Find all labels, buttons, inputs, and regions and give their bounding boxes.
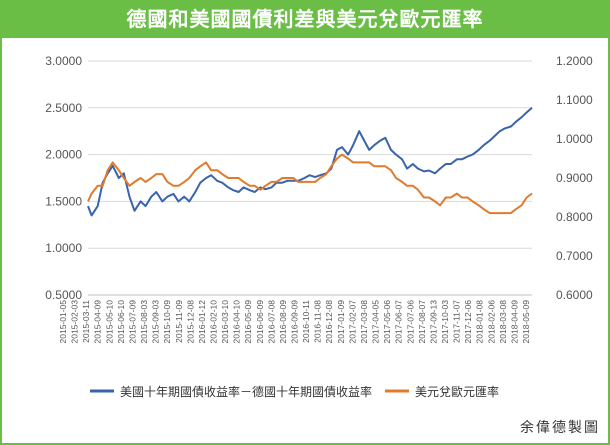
- x-tick-label: 2015-03-11: [81, 300, 91, 343]
- legend-label: 美國十年期國債收益率－德國十年期國債收益率: [120, 384, 372, 399]
- x-tick-label: 2015-11-09: [174, 300, 184, 343]
- x-tick-label: 2016-01-12: [197, 300, 207, 344]
- right-axis-ticks: 0.6000 0.7000 0.8000 0.9000 1.0000 1.1000 1.20…: [556, 54, 593, 302]
- x-tick-label: 2016-06-09: [255, 300, 265, 344]
- x-tick-label: 2017-01-09: [336, 300, 346, 344]
- left-tick-label: 2.5000: [45, 101, 82, 115]
- x-tick-label: 2018-02-06: [486, 300, 496, 344]
- x-tick-label: 2017-11-07: [452, 300, 462, 343]
- legend-label: 美元兌歐元匯率: [415, 384, 499, 399]
- x-tick-label: 2015-05-10: [104, 300, 114, 344]
- x-tick-label: 2016-05-09: [243, 300, 253, 344]
- x-tick-label: 2017-05-06: [382, 300, 392, 344]
- x-tick-label: 2016-10-11: [301, 300, 311, 343]
- x-tick-label: 2015-09-03: [151, 300, 161, 344]
- left-tick-label: 1.0000: [45, 241, 82, 255]
- left-axis-ticks: 0.5000 1.0000 1.5000 2.0000 2.5000 3.0000: [45, 54, 82, 302]
- x-tick-label: 2015-08-03: [139, 300, 149, 344]
- x-tick-label: 2017-02-07: [347, 300, 357, 344]
- x-tick-label: 2017-10-03: [440, 300, 450, 344]
- x-tick-label: 2015-04-09: [93, 300, 103, 344]
- x-tick-label: 2016-09-09: [290, 300, 300, 344]
- x-tick-label: 2016-07-08: [266, 300, 276, 344]
- x-tick-label: 2017-07-06: [405, 300, 415, 344]
- x-tick-label: 2015-07-09: [127, 300, 137, 344]
- left-tick-label: 3.0000: [45, 54, 82, 68]
- series-lines: [87, 107, 533, 217]
- x-tick-label: 2016-03-10: [220, 300, 230, 344]
- grid-lines: [88, 60, 532, 296]
- right-tick-label: 1.1000: [556, 93, 593, 107]
- x-tick-label: 2015-01-05: [58, 300, 68, 344]
- right-tick-label: 1.2000: [556, 54, 593, 68]
- x-tick-label: 2017-03-08: [359, 300, 369, 344]
- right-tick-label: 0.9000: [556, 171, 593, 185]
- x-tick-label: 2016-12-08: [324, 300, 334, 344]
- spread-series-line: [87, 107, 533, 217]
- fx-series-line: [87, 153, 533, 215]
- right-tick-label: 1.0000: [556, 132, 593, 146]
- right-tick-label: 0.6000: [556, 288, 593, 302]
- x-tick-label: 2015-02-03: [70, 300, 80, 344]
- x-tick-label: 2016-02-10: [208, 300, 218, 344]
- x-tick-label: 2017-09-13: [428, 300, 438, 344]
- left-tick-label: 2.0000: [45, 148, 82, 162]
- title-bar: 德國和美國國債利差與美元兌歐元匯率: [0, 0, 610, 38]
- chart-title: 德國和美國國債利差與美元兌歐元匯率: [126, 7, 484, 31]
- x-tick-label: 2016-08-09: [278, 300, 288, 344]
- x-tick-label: 2017-04-05: [371, 300, 381, 344]
- left-tick-label: 0.5000: [45, 288, 82, 302]
- x-tick-label: 2017-08-07: [417, 300, 427, 344]
- x-tick-label: 2015-10-09: [162, 300, 172, 344]
- x-tick-label: 2015-12-08: [185, 300, 195, 344]
- x-tick-label: 2016-11-08: [313, 300, 323, 343]
- x-tick-label: 2018-05-09: [521, 300, 531, 344]
- x-tick-label: 2016-04-10: [232, 300, 242, 344]
- x-tick-label: 2017-06-07: [394, 300, 404, 344]
- x-axis-ticks: 2015-01-05 2015-02-03 2015-03-11 2015-04-09…: [58, 300, 531, 344]
- x-tick-label: 2018-03-08: [498, 300, 508, 344]
- right-tick-label: 0.8000: [556, 210, 593, 224]
- legend: 美國十年期國債收益率－德國十年期國債收益率 美元兌歐元匯率: [90, 384, 499, 399]
- right-tick-label: 0.7000: [556, 249, 593, 263]
- x-tick-label: 2018-01-08: [475, 300, 485, 344]
- credit-text: 余偉德製圖: [520, 420, 600, 436]
- x-tick-label: 2018-04-09: [509, 300, 519, 344]
- left-tick-label: 1.5000: [45, 194, 82, 208]
- x-tick-label: 2017-12-06: [463, 300, 473, 344]
- x-tick-label: 2015-06-10: [116, 300, 126, 344]
